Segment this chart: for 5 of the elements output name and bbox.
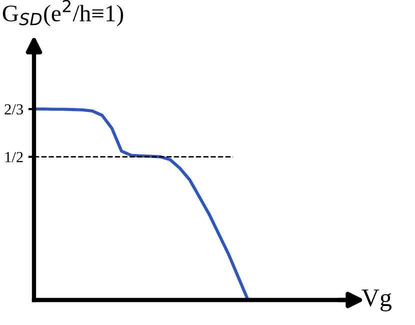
x-axis-title: Vg [362, 290, 392, 312]
y-tick-label: 1/2 [5, 152, 23, 162]
y-tick-label: 2/3 [4, 104, 23, 115]
y-axis-title: G$_{SD}$(e$^{2}$/h≡1) [2, 0, 124, 26]
line-series [34, 107, 250, 300]
